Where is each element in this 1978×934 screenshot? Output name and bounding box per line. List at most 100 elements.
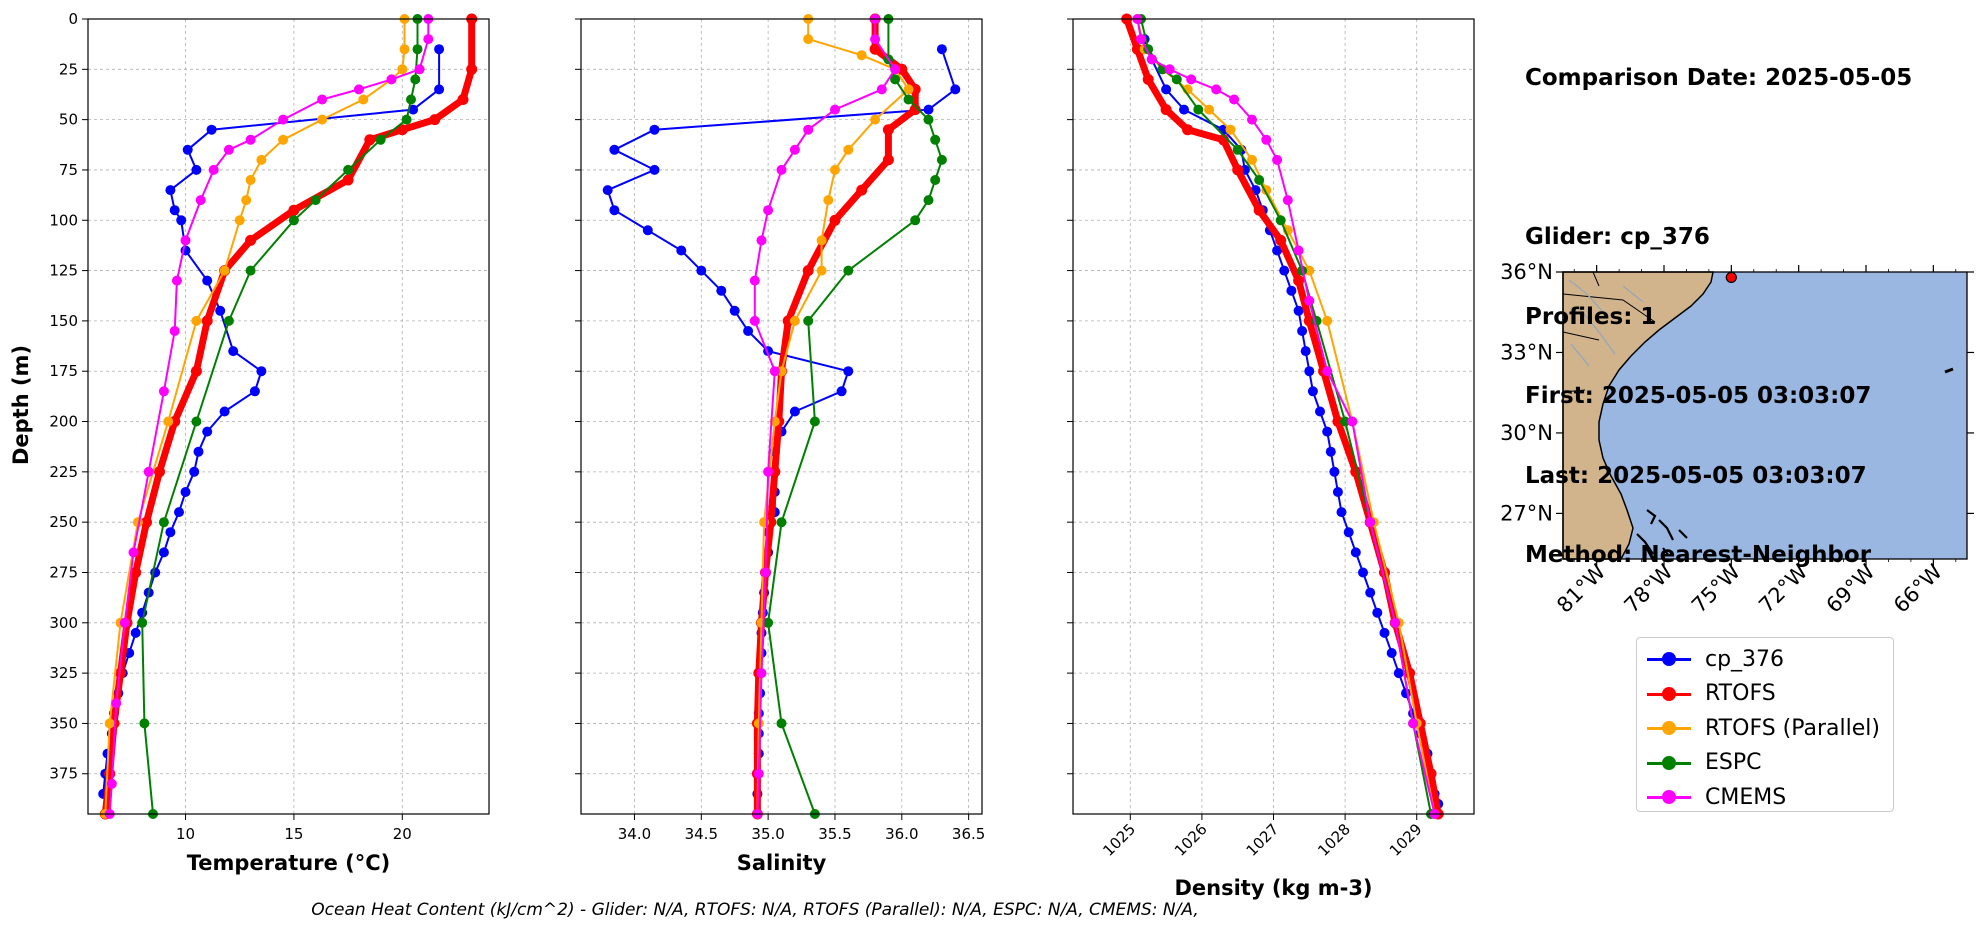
data-point bbox=[1393, 668, 1404, 679]
data-point bbox=[278, 134, 289, 145]
data-point bbox=[1379, 627, 1390, 638]
data-point bbox=[856, 50, 867, 61]
data-point bbox=[1365, 587, 1376, 598]
y-tick-label: 125 bbox=[49, 262, 78, 280]
data-point bbox=[115, 667, 126, 679]
data-point bbox=[1161, 84, 1172, 95]
x-tick-label: 15 bbox=[284, 825, 303, 843]
comparison-info: Comparison Date: 2025-05-05 Glider: cp_3… bbox=[1525, 12, 1912, 595]
axes-frame bbox=[87, 18, 490, 815]
data-point bbox=[870, 34, 881, 45]
data-point bbox=[1350, 547, 1361, 558]
data-point bbox=[909, 104, 921, 116]
x-axis-label: Density (kg m-3) bbox=[1174, 876, 1372, 900]
data-point bbox=[1232, 144, 1243, 155]
data-point bbox=[1254, 175, 1265, 185]
legend-label: RTOFS (Parallel) bbox=[1705, 715, 1880, 741]
y-tick-label: 225 bbox=[49, 463, 78, 481]
data-point bbox=[130, 567, 142, 578]
x-tick-label: 36.0 bbox=[885, 825, 918, 843]
data-point bbox=[408, 104, 419, 115]
data-point bbox=[434, 84, 445, 95]
y-tick-label: 25 bbox=[59, 60, 78, 78]
data-point bbox=[343, 164, 354, 175]
data-point bbox=[1272, 245, 1283, 256]
data-point bbox=[1146, 54, 1157, 65]
data-point bbox=[189, 466, 200, 477]
x-axis-label: Temperature (°C) bbox=[187, 851, 390, 875]
data-point bbox=[288, 204, 300, 216]
data-point bbox=[466, 63, 478, 75]
map-latitude-labels: 36°N 33°N 30°N 27°N bbox=[1500, 260, 1553, 525]
data-point bbox=[1390, 617, 1401, 628]
map-tick-marks bbox=[1556, 265, 1974, 566]
data-point bbox=[190, 365, 202, 377]
x-tick-label: 10 bbox=[176, 825, 195, 843]
data-point bbox=[215, 305, 226, 316]
data-point bbox=[809, 416, 820, 427]
data-point bbox=[249, 386, 260, 397]
data-point bbox=[950, 84, 961, 95]
data-point bbox=[410, 74, 421, 85]
data-point bbox=[1275, 215, 1286, 226]
data-point bbox=[1322, 366, 1333, 377]
data-point bbox=[317, 94, 328, 105]
data-point bbox=[1229, 94, 1240, 105]
data-point bbox=[245, 265, 256, 276]
land-area bbox=[1562, 271, 1714, 560]
data-point bbox=[128, 547, 139, 558]
legend-dot bbox=[1662, 721, 1676, 736]
data-point bbox=[769, 366, 780, 377]
data-point bbox=[753, 718, 764, 729]
data-point bbox=[1386, 648, 1397, 658]
map-latitude-label: 33°N bbox=[1500, 340, 1553, 364]
data-point bbox=[789, 406, 800, 417]
legend-marker bbox=[1647, 684, 1691, 704]
legend-label: cp_376 bbox=[1705, 646, 1785, 672]
data-point bbox=[245, 134, 256, 145]
data-point bbox=[1293, 245, 1304, 256]
data-point bbox=[602, 185, 613, 196]
axes-frame bbox=[580, 18, 983, 815]
bahamas bbox=[1636, 509, 1688, 557]
y-tick-label: 200 bbox=[49, 413, 78, 431]
y-tick-label: 175 bbox=[49, 362, 78, 380]
data-point bbox=[406, 94, 416, 105]
data-point bbox=[208, 164, 219, 175]
series-line-rtofs-parallel- bbox=[756, 19, 910, 815]
data-point bbox=[1282, 195, 1293, 206]
data-point bbox=[716, 285, 727, 296]
data-point bbox=[163, 416, 174, 427]
data-point bbox=[1372, 607, 1383, 618]
info-line bbox=[1525, 145, 1912, 172]
legend-marker bbox=[1647, 718, 1691, 738]
data-point bbox=[1160, 104, 1172, 116]
x-tick-label: 1028 bbox=[1314, 820, 1354, 860]
series-line-rtofs-parallel- bbox=[1136, 18, 1436, 815]
series-line-cmems bbox=[1136, 18, 1436, 815]
data-point bbox=[1408, 718, 1419, 729]
data-point bbox=[760, 567, 771, 578]
data-point bbox=[386, 74, 397, 85]
data-point bbox=[1293, 275, 1305, 287]
x-tick-label: 35.5 bbox=[818, 825, 851, 843]
series-line-espc bbox=[767, 19, 943, 815]
data-point bbox=[1182, 124, 1194, 136]
state-borders bbox=[1562, 271, 1656, 393]
series-line-espc bbox=[141, 19, 419, 815]
data-point bbox=[375, 134, 386, 145]
map-latitude-label: 27°N bbox=[1500, 501, 1553, 525]
data-point bbox=[1365, 517, 1376, 528]
y-tick-label: 325 bbox=[49, 664, 78, 682]
data-point bbox=[278, 114, 289, 125]
data-point bbox=[414, 64, 425, 75]
legend-dot bbox=[1662, 790, 1676, 805]
data-point bbox=[776, 164, 787, 175]
data-point bbox=[1247, 154, 1257, 165]
series-line-espc bbox=[1140, 18, 1432, 815]
data-point bbox=[165, 185, 176, 196]
data-point bbox=[169, 326, 180, 336]
data-point bbox=[234, 215, 245, 226]
